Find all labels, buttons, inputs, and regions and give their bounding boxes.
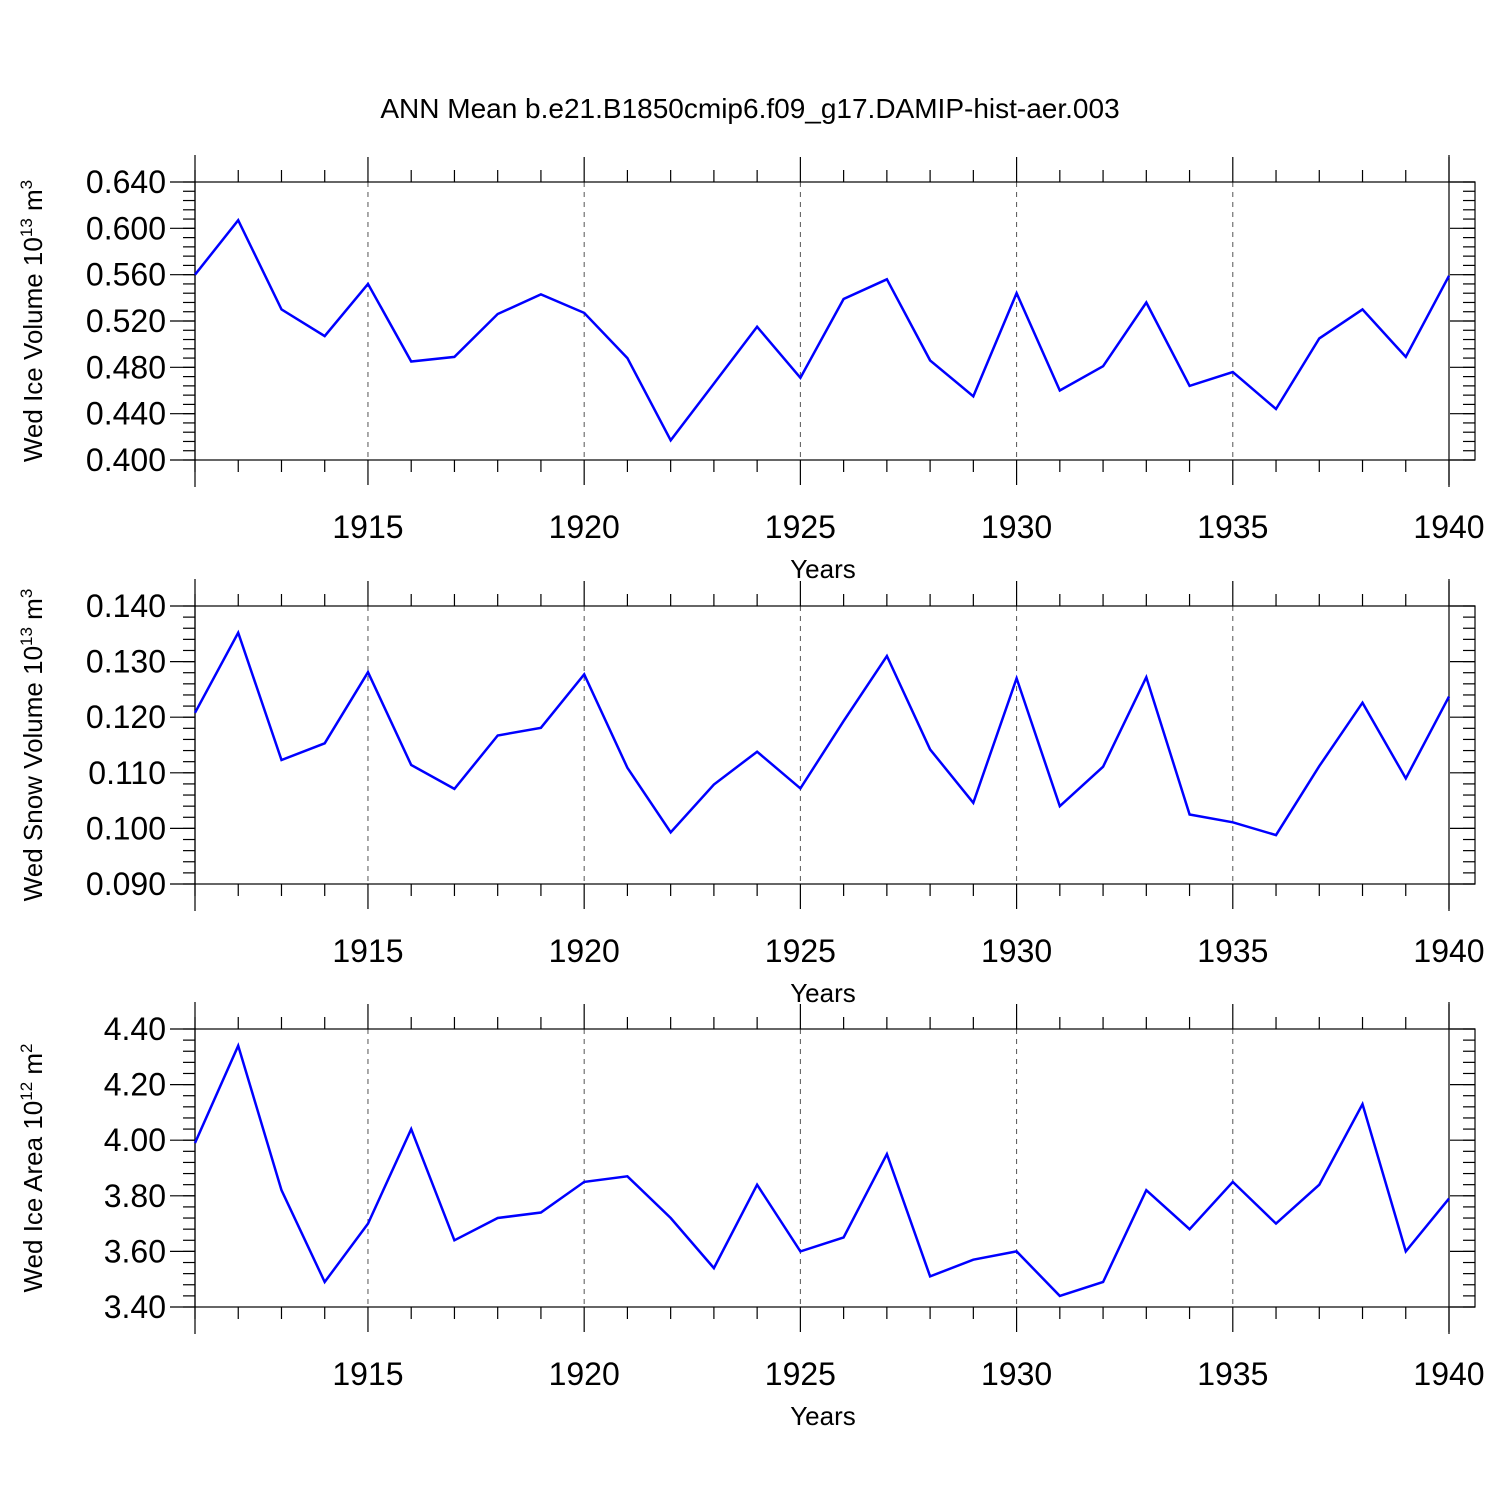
- y-tick-label: 0.600: [86, 210, 166, 246]
- y-axis-label: Wed Snow Volume 1013 m3: [17, 589, 48, 902]
- y-tick-label: 0.120: [86, 699, 166, 735]
- y-tick-label: 4.00: [104, 1122, 166, 1158]
- y-tick-label: 0.520: [86, 303, 166, 339]
- y-tick-label: 0.400: [86, 442, 166, 478]
- plot-frame: [194, 605, 1476, 885]
- panel-2: 0.090 0.100 0.110 0.120 0.130 0.140 1915 1920 19…: [17, 579, 1485, 1008]
- x-tick-label: 1925: [765, 1356, 836, 1392]
- x-tick-label: 1920: [549, 509, 620, 545]
- y-tick-label: 0.480: [86, 349, 166, 385]
- x-tick-label: 1925: [765, 933, 836, 969]
- x-tick-label: 1930: [981, 933, 1052, 969]
- y-tick-label: 0.110: [88, 755, 166, 791]
- x-tick-label: 1930: [981, 1356, 1052, 1392]
- series-line: [194, 217, 1451, 443]
- x-tick-label: 1935: [1197, 1356, 1268, 1392]
- x-tick-label: 1940: [1413, 1356, 1484, 1392]
- x-axis-label: Years: [790, 1401, 856, 1431]
- plot-frame: [194, 181, 1476, 461]
- y-tick-label: 3.60: [104, 1233, 166, 1269]
- x-tick-label: 1930: [981, 509, 1052, 545]
- y-tick-label: 0.440: [86, 396, 166, 432]
- panel-1: 0.400 0.440 0.480 0.520 0.560 0.600 0.640 1915 1…: [17, 155, 1485, 584]
- x-axis-label: Years: [790, 554, 856, 584]
- y-axis-label: Wed Ice Area 1012 m2: [17, 1043, 48, 1292]
- plot-frame: [194, 1028, 1476, 1308]
- x-tick-label: 1935: [1197, 509, 1268, 545]
- y-tick-label: 4.20: [104, 1067, 166, 1103]
- y-tick-label: 0.130: [86, 644, 166, 680]
- x-tick-label: 1935: [1197, 933, 1268, 969]
- series-line: [193, 1042, 1450, 1298]
- x-tick-label: 1915: [332, 1356, 403, 1392]
- x-tick-label: 1915: [332, 509, 403, 545]
- panel-3: 3.40 3.60 3.80 4.00 4.20 4.40 1915 1920 1925 1930…: [17, 1002, 1485, 1431]
- x-tick-label: 1940: [1413, 933, 1484, 969]
- x-axis-label: Years: [790, 978, 856, 1008]
- y-tick-label: 0.100: [86, 810, 166, 846]
- y-tick-label: 0.090: [86, 866, 166, 902]
- y-tick-label: 3.80: [104, 1178, 166, 1214]
- y-tick-label: 0.140: [86, 588, 166, 624]
- y-tick-label: 0.640: [86, 164, 166, 200]
- x-tick-label: 1940: [1413, 509, 1484, 545]
- x-tick-label: 1920: [549, 933, 620, 969]
- x-tick-label: 1925: [765, 509, 836, 545]
- y-axis-label: Wed Ice Volume 1013 m3: [17, 180, 48, 462]
- y-tick-label: 4.40: [104, 1011, 166, 1047]
- chart-title: ANN Mean b.e21.B1850cmip6.f09_g17.DAMIP-…: [380, 93, 1119, 124]
- x-tick-label: 1915: [332, 933, 403, 969]
- y-tick-label: 3.40: [104, 1289, 166, 1325]
- x-tick-label: 1920: [549, 1356, 620, 1392]
- series-line: [193, 629, 1451, 837]
- y-tick-label: 0.560: [86, 257, 166, 293]
